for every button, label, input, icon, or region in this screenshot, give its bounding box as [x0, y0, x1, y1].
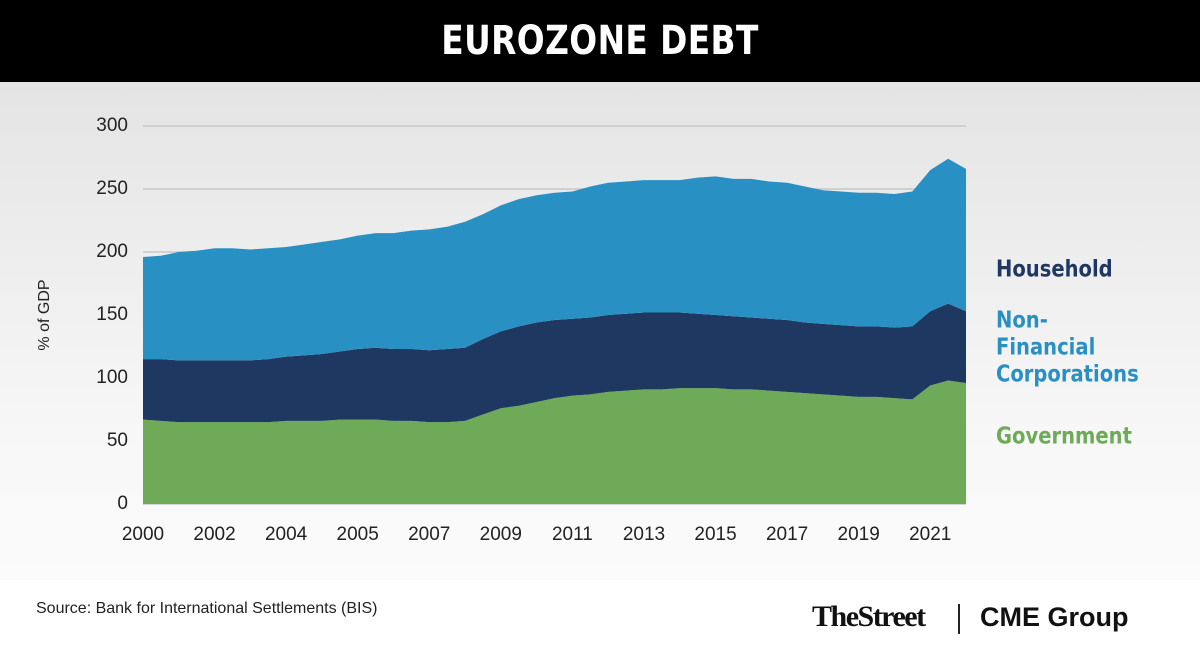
- x-tick-label: 2004: [265, 524, 308, 545]
- logo-separator: [958, 604, 960, 634]
- x-tick-label: 2013: [623, 524, 665, 545]
- logo-thestreet: TheStreet: [812, 600, 926, 633]
- y-axis-label: % of GDP: [36, 279, 53, 350]
- y-tick-label: 100: [96, 367, 128, 388]
- x-tick-label: 2005: [337, 524, 379, 545]
- area: [143, 380, 966, 504]
- x-tick-label: 2002: [193, 524, 235, 545]
- y-tick-label: 300: [96, 115, 128, 136]
- legend-entry: Household: [996, 256, 1113, 283]
- y-tick-label: 0: [117, 493, 128, 514]
- x-tick-label: 2000: [122, 524, 164, 545]
- legend-entry: Government: [996, 423, 1132, 450]
- x-tick-label: 2015: [694, 524, 736, 545]
- x-tick-label: 2009: [480, 524, 522, 545]
- legend-entry: Non-Financial Corporations: [996, 307, 1139, 388]
- chart-title: EUROZONE DEBT: [441, 18, 759, 64]
- y-tick-label: 200: [96, 241, 128, 262]
- header-bar: [0, 0, 1200, 82]
- y-tick-label: 50: [107, 430, 128, 451]
- logo-cme: CME Group: [980, 602, 1129, 632]
- x-tick-label: 2017: [766, 524, 808, 545]
- area: [143, 158, 966, 361]
- y-tick-label: 150: [96, 304, 128, 325]
- x-tick-label: 2007: [408, 524, 450, 545]
- y-tick-label: 250: [96, 178, 128, 199]
- x-tick-label: 2011: [552, 524, 593, 545]
- source-note: Source: Bank for International Settlemen…: [36, 600, 378, 617]
- x-tick-label: 2021: [909, 524, 951, 545]
- area: [143, 303, 966, 423]
- x-tick-label: 2019: [838, 524, 880, 545]
